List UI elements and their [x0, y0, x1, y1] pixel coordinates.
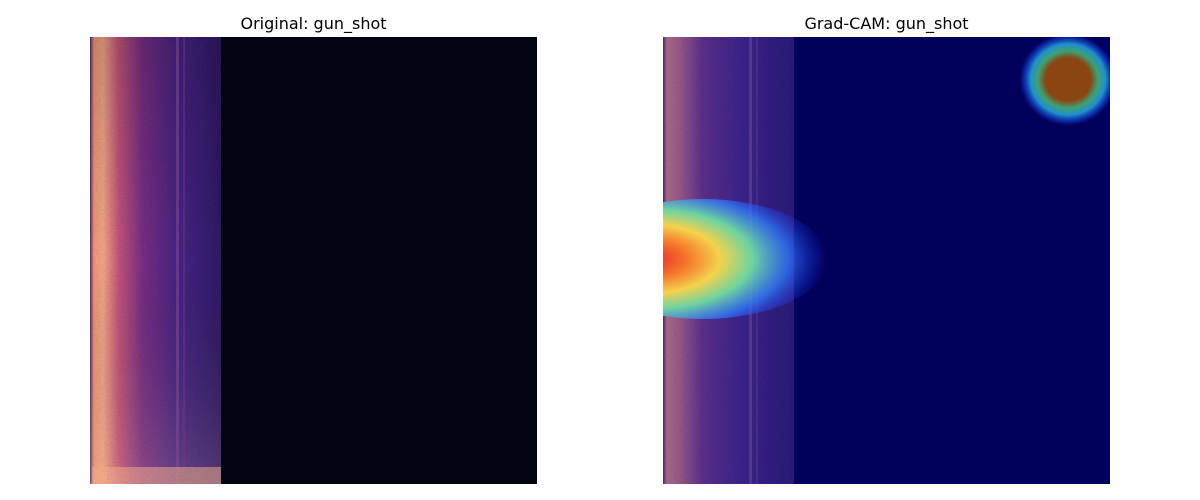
original-spectrogram-image — [90, 37, 537, 484]
gradcam-hotspot-left — [663, 199, 828, 319]
gradcam-hotspot-top-right — [1018, 37, 1110, 127]
original-panel-title: Original: gun_shot — [240, 14, 387, 33]
spectrogram-energy-band — [90, 37, 221, 484]
gradcam-panel-title: Grad-CAM: gun_shot — [804, 14, 969, 33]
gradcam-overlay-image — [663, 37, 1110, 484]
